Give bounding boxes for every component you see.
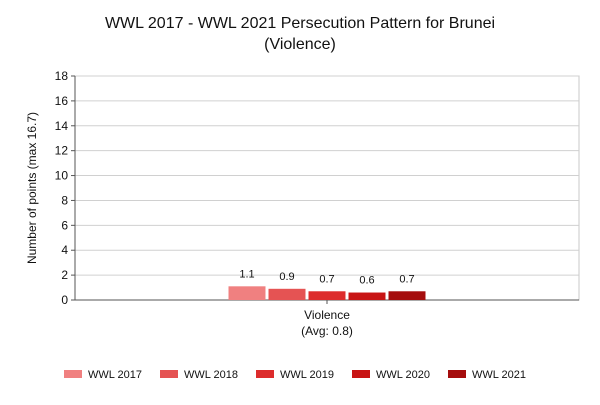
legend-label: WWL 2019: [280, 369, 334, 381]
bar-value-label: 0.6: [359, 275, 374, 287]
plot-area-frame: [74, 75, 580, 301]
y-tick-label: 10: [55, 169, 69, 183]
bar-wwl-2019: [308, 291, 346, 300]
bar-wwl-2020: [348, 292, 386, 300]
category-label: Violence: [304, 308, 350, 322]
y-tick-label: 8: [61, 193, 68, 207]
chart-title-line1: WWL 2017 - WWL 2021 Persecution Pattern …: [105, 15, 495, 32]
y-tick-label: 4: [61, 243, 68, 257]
bar-wwl-2021: [388, 291, 426, 300]
legend-label: WWL 2020: [376, 369, 430, 381]
y-tick-label: 16: [55, 94, 69, 108]
bar-value-label: 0.7: [399, 273, 414, 285]
bar-value-label: 0.9: [279, 271, 294, 283]
legend-label: WWL 2021: [472, 369, 526, 381]
y-tick-label: 12: [55, 144, 69, 158]
y-axis-label: Number of points (max 16.7): [25, 112, 39, 264]
y-tick-label: 0: [61, 293, 68, 307]
y-tick-label: 2: [61, 268, 68, 282]
legend-swatch: [256, 370, 274, 378]
chart-title-line2: (Violence): [264, 36, 336, 53]
bar-wwl-2017: [228, 286, 266, 300]
legend-swatch: [448, 370, 466, 378]
legend-label: WWL 2018: [184, 369, 238, 381]
bar-value-label: 1.1: [239, 268, 254, 280]
y-tick-label: 14: [55, 119, 69, 133]
bar-wwl-2018: [268, 288, 306, 300]
legend-swatch: [352, 370, 370, 378]
legend-swatch: [160, 370, 178, 378]
y-tick-label: 6: [61, 218, 68, 232]
bar-value-label: 0.7: [319, 273, 334, 285]
legend-label: WWL 2017: [88, 369, 142, 381]
legend-swatch: [64, 370, 82, 378]
category-average-label: (Avg: 0.8): [301, 324, 353, 338]
y-tick-label: 18: [55, 69, 69, 83]
